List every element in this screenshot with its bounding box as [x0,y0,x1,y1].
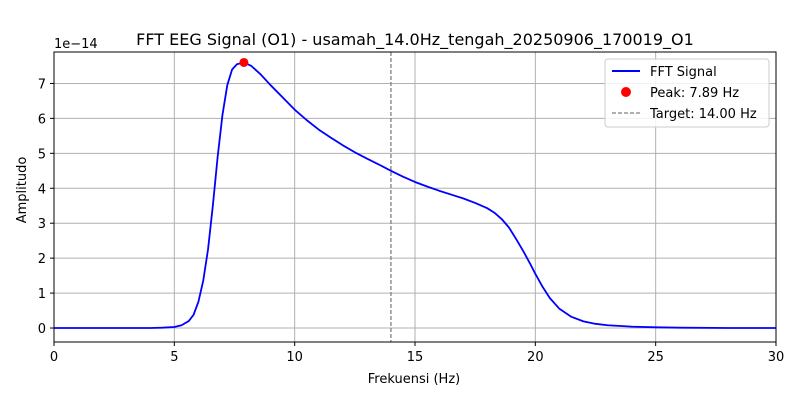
y-tick-label: 5 [38,147,46,162]
legend-box [604,58,770,128]
y-axis-ticks: 0 1 2 3 4 5 6 7 [38,77,54,337]
y-axis-label: Amplitudo [15,157,30,224]
y-offset-label: 1e−14 [54,37,98,52]
y-tick-label: 2 [38,252,46,267]
fft-signal-line [54,61,776,329]
x-axis-ticks: 0 5 10 15 20 25 30 [50,342,784,365]
y-tick-label: 4 [38,182,46,197]
peak-marker [239,57,249,67]
legend: FFT Signal Peak: 7.89 Hz Target: 14.00 H… [604,58,770,128]
x-axis-label: Frekuensi (Hz) [368,372,460,387]
x-tick-label: 20 [527,350,544,365]
y-tick-label: 0 [38,322,46,337]
x-tick-label: 30 [768,350,785,365]
x-tick-label: 0 [50,350,58,365]
chart-title: FFT EEG Signal (O1) - usamah_14.0Hz_teng… [136,30,694,50]
legend-swatch-peak [621,87,631,97]
legend-label-target: Target: 14.00 Hz [649,107,757,122]
y-tick-label: 7 [38,77,46,92]
y-tick-label: 3 [38,217,46,232]
y-tick-label: 1 [38,287,46,302]
y-tick-label: 6 [38,112,46,127]
series-group [54,61,776,329]
legend-label-peak: Peak: 7.89 Hz [650,86,739,101]
x-tick-label: 5 [170,350,178,365]
x-tick-label: 25 [647,350,664,365]
legend-label-fft: FFT Signal [650,65,717,80]
peak-group [239,57,249,67]
x-tick-label: 10 [286,350,303,365]
x-tick-label: 15 [407,350,424,365]
